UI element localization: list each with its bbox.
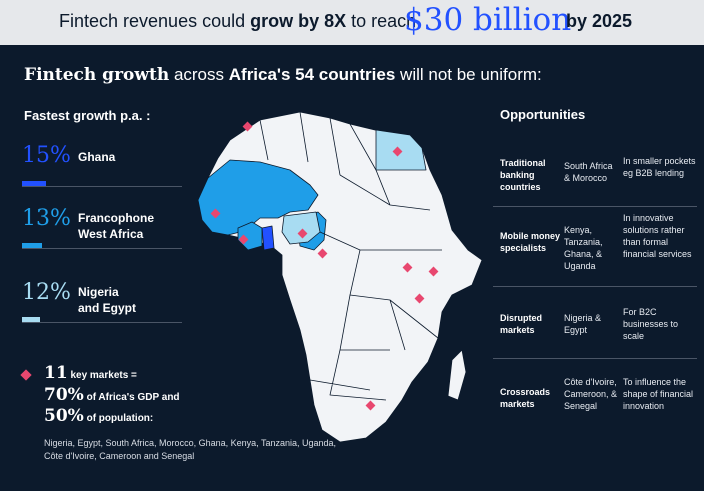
key-markets-pop-value: 50% [44,406,84,426]
opportunity-category: Crossroads markets [500,387,551,409]
opportunity-description: In smaller pockets eg B2B lending [623,156,696,178]
africa-map [197,111,483,443]
egypt-region [375,129,427,171]
growth-title: Fastest growth p.a. : [24,108,151,123]
key-markets-gdp-label: of Africa's GDP and [83,392,180,403]
ghana-region [261,225,275,251]
opportunity-countries: Kenya, Tanzania, Ghana, & Uganda [564,225,603,271]
divider [493,286,697,287]
stat-bar [22,243,42,248]
banner-text-b: grow by 8X [250,11,347,31]
opportunity-countries: Nigeria & Egypt [564,313,602,335]
opportunity-countries: Côte d'Ivoire, Cameroon, & Senegal [564,377,618,411]
headline-part-d: will not be uniform: [395,65,542,84]
stat-label-line-1: Ghana [78,150,116,164]
marker-cote-divoire [238,234,249,245]
opportunity-row: Crossroads markets Côte d'Ivoire, Camero… [493,374,697,424]
divider [22,186,182,187]
banner-tail: by 2025 [566,11,633,31]
marker-senegal [210,208,221,219]
stat-ghana: 15% Ghana [22,143,182,189]
stat-bar [22,181,46,186]
marker-morocco [242,121,253,132]
marker-nigeria [297,228,308,239]
opportunity-description: To influence the shape of financial inno… [623,377,694,411]
nigeria-region [281,211,321,245]
banner-text: Fintech revenues could grow by 8X to rea… [59,11,416,32]
stat-value: 13% [22,206,71,231]
key-markets-gdp: 70% of Africa's GDP and [44,385,180,405]
diamond-marker-icon [20,369,32,381]
stat-label-line-2: and Egypt [78,301,137,315]
key-markets-count-label: key markets = [67,370,137,381]
divider [493,358,697,359]
stat-label-line-2: West Africa [78,227,144,241]
stat-label-line-1: Francophone [78,211,155,225]
opportunity-row: Traditional banking countries South Afri… [493,155,697,205]
cote-divoire-region [237,221,263,251]
opportunity-description: For B2C businesses to scale [623,307,679,341]
key-markets-population: 50% of population: [44,406,153,426]
opportunity-description: In innovative solutions rather than form… [623,213,692,259]
stat-bar [22,317,40,322]
headline-part-a: Fintech growth [24,65,170,85]
opportunity-category: Disrupted markets [500,313,543,335]
stat-label: Ghana [78,149,115,165]
headline: Fintech growth across Africa's 54 countr… [24,65,542,85]
madagascar [447,349,467,401]
francophone-west-africa-region [197,159,319,236]
headline-part-b: across [169,65,229,84]
key-markets-country-list: Nigeria, Egypt, South Africa, Morocco, G… [44,438,337,461]
stat-value: 15% [22,143,71,168]
top-banner: Fintech revenues could grow by 8X to rea… [0,0,704,45]
stat-label: Francophone West Africa [78,210,154,242]
divider [22,248,182,249]
key-markets-pop-label: of population: [83,413,154,424]
opportunity-category: Mobile money specialists [500,231,561,253]
opportunities-title: Opportunities [500,107,586,122]
banner-big-value: $30 billion [404,2,572,38]
key-markets-count: 11 key markets = [44,363,137,383]
marker-cameroon [317,248,328,259]
opportunity-row: Disrupted markets Nigeria & Egypt For B2… [493,298,697,346]
opportunity-row: Mobile money specialists Kenya, Tanzania… [493,212,697,284]
stat-label-line-1: Nigeria [78,285,119,299]
key-markets-gdp-value: 70% [44,385,84,405]
stat-francophone: 13% Francophone West Africa [22,206,182,252]
divider [22,322,182,323]
opportunity-category: Traditional banking countries [500,158,546,192]
stat-label: Nigeria and Egypt [78,284,136,316]
stat-nigeria-egypt: 12% Nigeria and Egypt [22,280,182,326]
divider [493,206,697,207]
opportunity-countries: South Africa & Morocco [564,161,613,183]
key-markets-count-value: 11 [44,363,68,383]
headline-part-c: Africa's 54 countries [228,65,396,84]
banner-text-a: Fintech revenues could [59,11,251,31]
banner-text-c: to reach [346,11,417,31]
stat-value: 12% [22,280,71,305]
